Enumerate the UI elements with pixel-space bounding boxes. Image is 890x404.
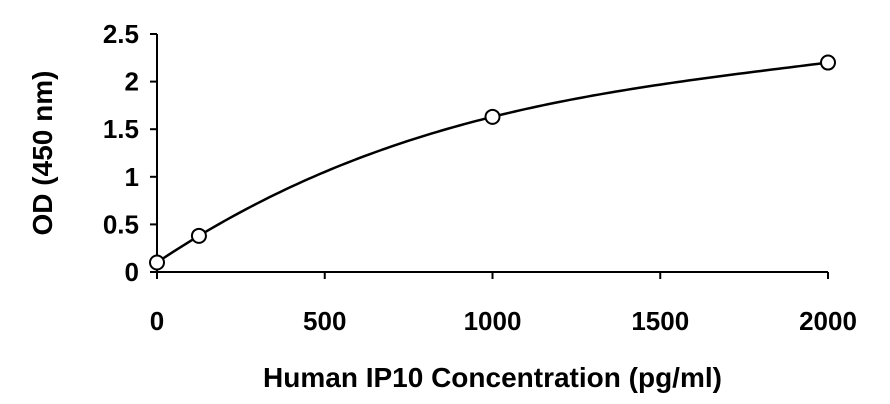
y-tick-label: 0 bbox=[125, 257, 139, 287]
x-tick-label: 2000 bbox=[799, 306, 857, 336]
x-tick-label: 1500 bbox=[631, 306, 689, 336]
y-tick-label: 1.5 bbox=[103, 114, 139, 144]
x-axis-ticks: 0 500 1000 1500 2000 bbox=[150, 272, 857, 336]
x-tick-label: 1000 bbox=[464, 306, 522, 336]
data-point bbox=[190, 227, 207, 244]
y-tick-label: 1 bbox=[125, 162, 139, 192]
x-axis-title: Human IP10 Concentration (pg/ml) bbox=[263, 362, 722, 393]
y-axis-ticks: 0 0.5 1 1.5 2 2.5 bbox=[103, 19, 157, 287]
data-points bbox=[149, 54, 836, 271]
axes bbox=[156, 34, 828, 273]
y-tick-label: 2 bbox=[125, 67, 139, 97]
data-point bbox=[149, 254, 165, 271]
standard-curve-line bbox=[156, 61, 829, 264]
data-point bbox=[820, 54, 836, 71]
y-tick-label: 0.5 bbox=[103, 209, 139, 239]
data-point bbox=[484, 108, 501, 125]
x-tick-label: 500 bbox=[303, 306, 346, 336]
x-tick-label: 0 bbox=[150, 306, 164, 336]
y-axis-title: OD (450 nm) bbox=[27, 71, 58, 236]
y-tick-label: 2.5 bbox=[103, 19, 139, 49]
